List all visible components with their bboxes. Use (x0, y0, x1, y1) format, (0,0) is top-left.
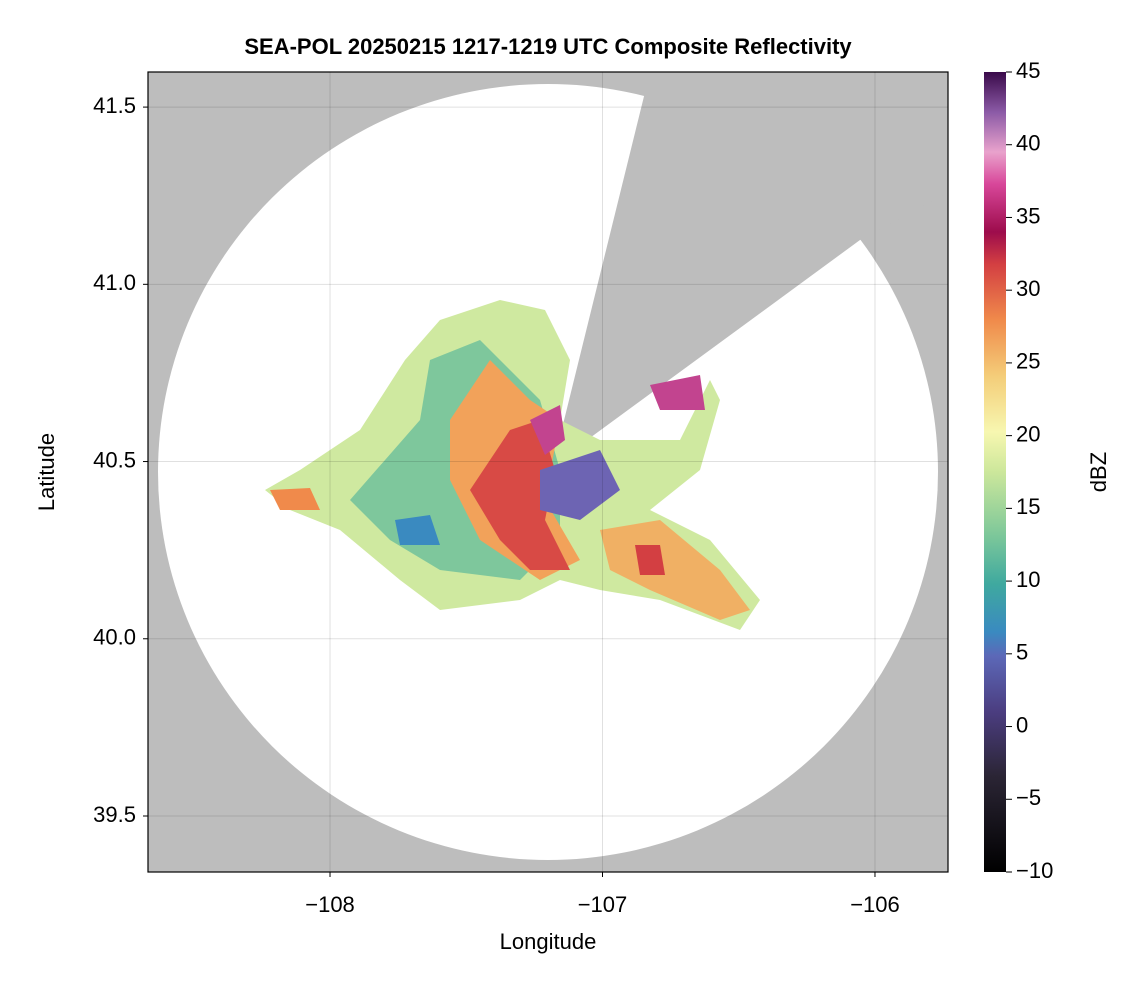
blocked-sector (553, 72, 948, 465)
echo (650, 375, 705, 410)
colorbar-tick-label: −5 (1016, 785, 1041, 810)
echo (270, 488, 320, 510)
y-tick-label: 41.0 (93, 270, 136, 295)
map-area (148, 72, 948, 872)
echo (635, 545, 665, 575)
colorbar-tick-label: 35 (1016, 203, 1040, 228)
chart-title: SEA-POL 20250215 1217-1219 UTC Composite… (244, 34, 852, 59)
x-tick-label: −107 (578, 892, 628, 917)
y-tick-label: 40.0 (93, 625, 136, 650)
echo (395, 515, 440, 545)
colorbar-tick-label: 25 (1016, 349, 1040, 374)
colorbar-tick-label: 20 (1016, 421, 1040, 446)
colorbar-tick-label: 15 (1016, 494, 1040, 519)
x-tick-label: −108 (305, 892, 355, 917)
x-tick-label: −106 (850, 892, 900, 917)
y-tick-label: 39.5 (93, 802, 136, 827)
echo (530, 405, 565, 455)
y-axis-label: Latitude (34, 433, 59, 511)
x-axis-label: Longitude (500, 929, 597, 954)
echo (540, 450, 620, 520)
y-tick-label: 41.5 (93, 93, 136, 118)
colorbar-tick-label: −10 (1016, 858, 1053, 883)
colorbar (984, 72, 1006, 872)
echoes (265, 300, 760, 630)
y-tick-label: 40.5 (93, 447, 136, 472)
colorbar-label: dBZ (1086, 452, 1111, 492)
colorbar-tick-label: 45 (1016, 58, 1040, 83)
colorbar-tick-label: 5 (1016, 640, 1028, 665)
colorbar-tick-label: 0 (1016, 712, 1028, 737)
colorbar-tick-label: 30 (1016, 276, 1040, 301)
plot-frame (147, 71, 949, 873)
echo (470, 420, 570, 570)
grid (148, 72, 948, 872)
colorbar-tick-label: 40 (1016, 131, 1040, 156)
colorbar-tick-label: 10 (1016, 567, 1040, 592)
